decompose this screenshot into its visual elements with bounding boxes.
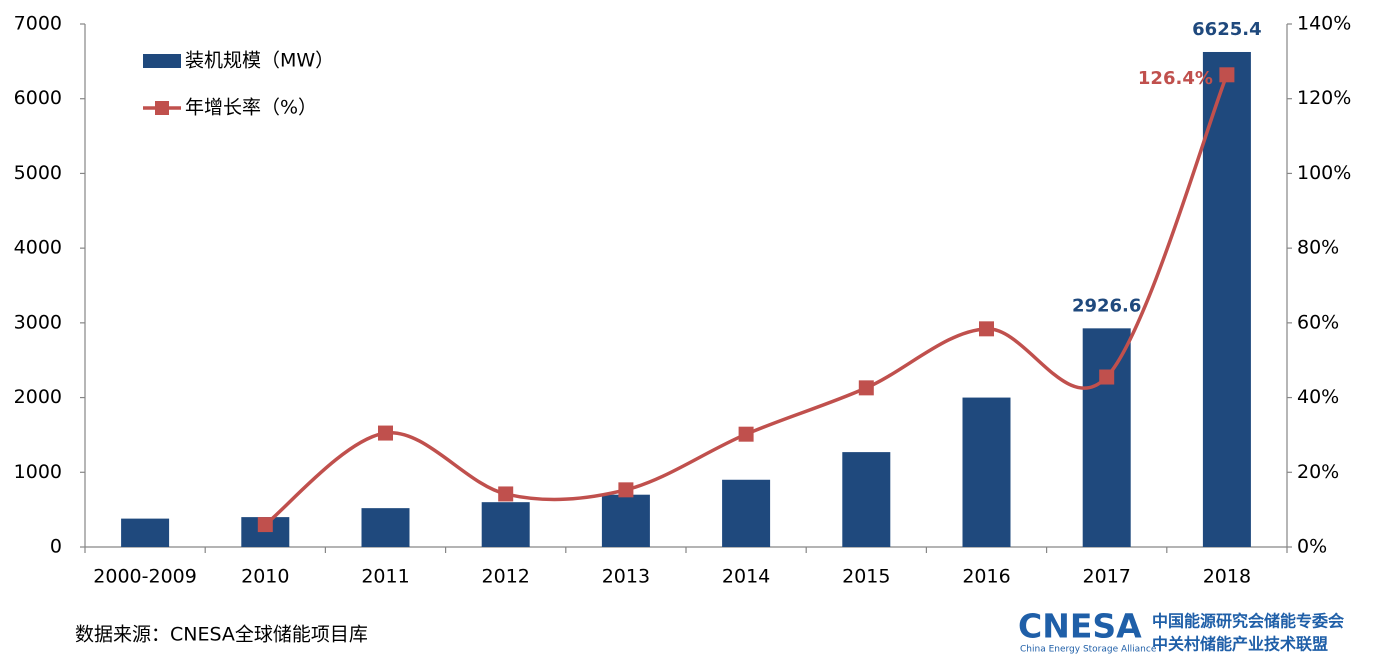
x-tick-label: 2016: [962, 566, 1010, 588]
bar: [121, 518, 170, 547]
bar: [962, 397, 1011, 547]
line-marker: [979, 321, 994, 337]
line-marker: [1219, 67, 1235, 83]
y2-tick-label: 20%: [1297, 461, 1339, 483]
logo-line: 中关村储能产业技术联盟: [1152, 635, 1328, 654]
x-tick-label: 2000-2009: [93, 566, 197, 588]
bar: [1082, 328, 1131, 547]
logo-english: China Energy Storage Alliance: [1020, 645, 1157, 655]
y-tick-label: 5000: [14, 162, 62, 184]
y-tick-label: 6000: [14, 87, 62, 109]
y-tick-label: 1000: [14, 461, 62, 483]
logo-line: 中国能源研究会储能专委会: [1152, 612, 1344, 631]
data-label: 126.4%: [1138, 68, 1213, 89]
x-tick-label: 2015: [842, 566, 890, 588]
data-label: 2926.6: [1072, 295, 1141, 316]
y-tick-label: 7000: [14, 13, 62, 35]
y2-tick-label: 140%: [1297, 13, 1351, 35]
bar: [1202, 51, 1251, 547]
data-label: 6625.4: [1192, 19, 1261, 40]
y-tick-label: 3000: [14, 311, 62, 333]
logo-mark: CNESA: [1018, 607, 1142, 646]
y2-tick-label: 60%: [1297, 311, 1339, 333]
x-tick-label: 2011: [361, 566, 409, 588]
line-marker: [378, 425, 393, 441]
x-tick-label: 2010: [241, 566, 289, 588]
y2-tick-label: 100%: [1297, 162, 1351, 184]
line-marker: [1099, 369, 1115, 385]
x-tick-label: 2012: [482, 566, 530, 588]
y2-tick-label: 40%: [1297, 386, 1339, 408]
y2-tick-label: 80%: [1297, 237, 1339, 259]
legend-swatch: [143, 54, 181, 68]
legend-label: 年增长率（%）: [185, 97, 317, 119]
bar: [361, 508, 410, 547]
y2-tick-label: 120%: [1297, 87, 1351, 109]
y2-tick-label: 0%: [1297, 536, 1327, 558]
bar: [842, 452, 891, 547]
bar: [722, 479, 771, 547]
line-marker: [618, 482, 634, 498]
y-tick-label: 2000: [14, 386, 62, 408]
source-note: 数据来源：CNESA全球储能项目库: [75, 624, 368, 646]
bar: [481, 502, 530, 547]
y-tick-label: 4000: [14, 237, 62, 259]
y-tick-label: 0: [50, 536, 62, 558]
x-tick-label: 2018: [1203, 566, 1251, 588]
line-marker: [257, 517, 273, 533]
legend-label: 装机规模（MW）: [185, 50, 334, 72]
line-marker: [738, 426, 754, 442]
line-marker: [498, 486, 514, 502]
x-tick-label: 2014: [722, 566, 770, 588]
x-tick-label: 2013: [602, 566, 650, 588]
legend-swatch: [155, 101, 169, 115]
bar: [601, 494, 650, 547]
x-tick-label: 2017: [1083, 566, 1131, 588]
line-marker: [858, 380, 874, 396]
